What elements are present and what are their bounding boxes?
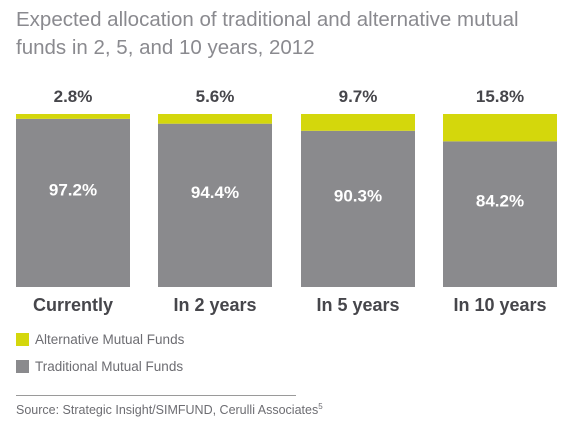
legend-label-alternative: Alternative Mutual Funds	[35, 331, 185, 347]
data-label-traditional: 97.2%	[49, 180, 97, 199]
data-label-alternative: 9.7%	[339, 87, 378, 106]
legend-swatch-traditional	[16, 359, 29, 373]
category-label: Currently	[33, 295, 113, 315]
source-footnote: 5	[318, 402, 323, 411]
bar-segment-traditional	[443, 141, 557, 287]
bar-segment-alternative	[301, 114, 415, 131]
data-label-traditional: 94.4%	[191, 183, 239, 202]
category-label: In 2 years	[173, 295, 256, 315]
bar-segment-alternative	[158, 114, 272, 124]
legend-label-traditional: Traditional Mutual Funds	[35, 358, 184, 374]
stacked-bar-chart: 97.2% 2.8% Currently 94.4% 5.6% In 2 years 90.…	[16, 87, 557, 315]
legend-item-alternative: Alternative Mutual Funds	[16, 331, 184, 347]
bar-segment-traditional	[301, 130, 415, 287]
category-label: In 10 years	[453, 295, 546, 315]
data-label-traditional: 84.2%	[476, 192, 524, 211]
data-label-alternative: 2.8%	[54, 87, 93, 106]
source-text: Source: Strategic Insight/SIMFUND, Cerul…	[16, 403, 319, 418]
bar-segment-traditional	[16, 118, 130, 288]
source-note: Source: Strategic Insight/SIMFUND, Cerul…	[16, 402, 323, 417]
data-label-traditional: 90.3%	[334, 186, 382, 205]
bar-segment-alternative	[443, 114, 557, 142]
chart-title: Expected allocation of traditional and a…	[16, 8, 519, 59]
data-label-alternative: 15.8%	[476, 87, 524, 106]
bar-segment-traditional	[158, 123, 272, 287]
bar-segment-alternative	[16, 114, 130, 119]
data-label-alternative: 5.6%	[196, 87, 235, 106]
category-label: In 5 years	[316, 295, 399, 315]
legend-item-traditional: Traditional Mutual Funds	[16, 358, 183, 374]
legend-swatch-alternative	[16, 332, 29, 346]
source-divider	[16, 395, 296, 396]
